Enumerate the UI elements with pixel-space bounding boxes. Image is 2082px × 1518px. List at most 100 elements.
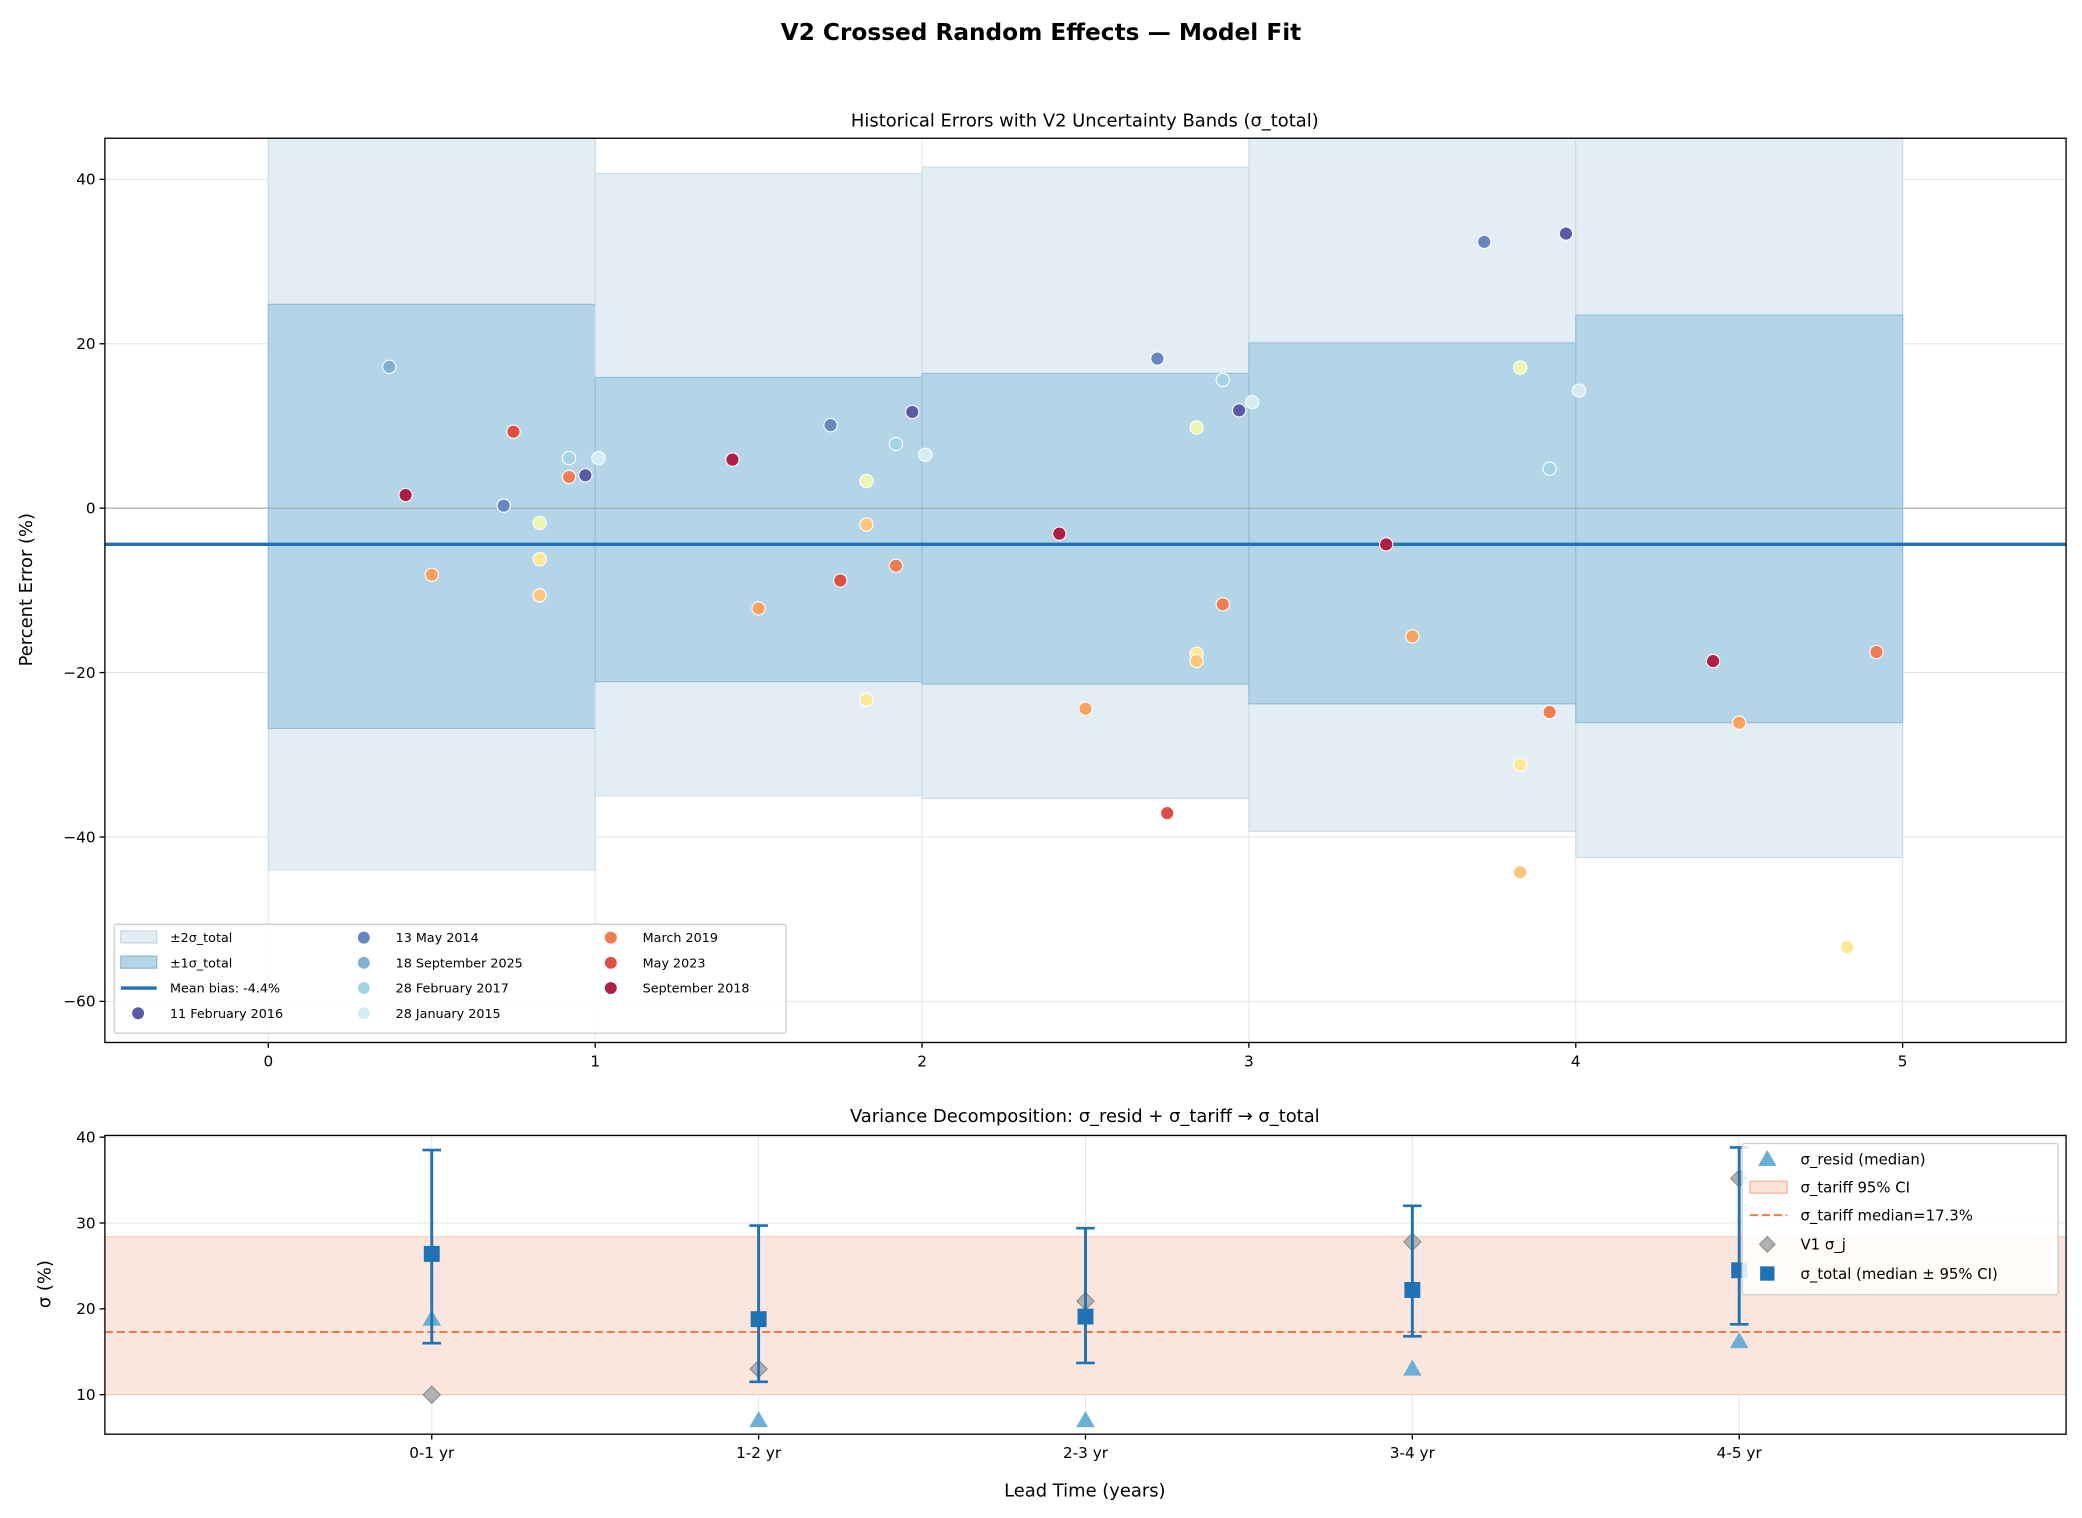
sigma-total-marker [1077,1308,1094,1325]
data-point [1215,372,1230,388]
data-point [918,447,933,462]
x-tick-label: 0-1 yr [409,1444,455,1462]
data-point [833,573,848,588]
data-point [751,601,766,616]
y-tick-label: 20 [76,335,95,353]
bottom-x-axis-label: Lead Time (years) [1004,1481,1165,1502]
data-point [1231,403,1247,418]
data-point [1732,715,1747,730]
x-tick-label: 3-4 yr [1390,1444,1436,1462]
data-point [859,692,874,707]
data-point [1477,234,1492,249]
y-tick-label: 40 [76,1128,95,1146]
top-chart-title: Historical Errors with V2 Uncertainty Ba… [851,110,1319,131]
legend-marker [357,956,370,969]
y-tick-label: −40 [63,828,95,846]
legend-label: 18 September 2025 [396,956,523,971]
one-sigma-band [594,376,923,683]
data-point [888,436,904,452]
y-tick-label: 30 [76,1214,95,1232]
y-tick-label: 10 [76,1386,95,1404]
y-tick-label: −20 [63,664,95,682]
data-point [561,450,577,466]
legend-marker [604,956,617,969]
legend-marker [357,931,370,944]
top-y-axis-label: Percent Error (%) [16,513,37,666]
legend-label: σ_total (median ± 95% CI) [1801,1265,1998,1283]
one-sigma-band [921,372,1250,685]
x-tick-label: 1 [590,1052,600,1070]
legend-marker [1758,1235,1776,1253]
legend-label: 28 January 2015 [396,1007,501,1022]
data-point [823,417,838,433]
data-point [424,567,439,582]
y-tick-label: 40 [76,171,95,189]
legend-marker [357,1007,370,1020]
legend-marker [604,982,617,995]
data-point [532,588,547,603]
data-point [1405,629,1420,644]
top-legend: ±2σ_total ±1σ_total Mean bias: -4.4% 11 Feb… [113,923,787,1034]
bottom-y-axis-label: σ (%) [34,1260,55,1308]
x-tick-label: 0 [263,1052,273,1070]
data-point [1052,526,1067,541]
data-point [578,468,593,483]
data-point [859,517,874,532]
legend-marker [357,982,370,995]
sigma-resid-marker [1076,1411,1095,1428]
data-point [1245,394,1260,410]
bottom-chart: Variance Decomposition: σ_resid + σ_tari… [34,1106,2067,1502]
legend-label: σ_resid (median) [1801,1151,1926,1169]
data-point [398,487,413,503]
legend-marker [132,1007,145,1020]
legend-label: 13 May 2014 [396,931,479,946]
data-point [1513,865,1528,880]
data-point [725,452,740,467]
data-point [1513,360,1528,375]
legend-label: September 2018 [643,982,750,997]
data-point [1513,757,1528,772]
legend-label: ±2σ_total [170,931,232,946]
sigma-total-marker [750,1311,767,1328]
data-point [532,551,547,567]
figure-title: V2 Crossed Random Effects — Model Fit [781,19,1302,46]
data-point [888,558,904,573]
x-tick-label: 2-3 yr [1063,1444,1109,1462]
data-point [1160,805,1175,821]
legend-label: March 2019 [643,931,718,946]
data-point [561,469,577,485]
legend-box [1741,1142,2059,1296]
data-point [1215,597,1230,612]
y-tick-label: 0 [86,499,96,517]
legend-label: σ_tariff median=17.3% [1801,1206,1973,1224]
x-tick-label: 5 [1898,1052,1908,1070]
legend-box [113,923,787,1034]
legend-marker [1758,1150,1777,1166]
data-point [506,424,521,439]
data-point [496,498,511,513]
data-point [1189,653,1204,669]
data-point [1542,704,1557,720]
data-point [1189,420,1204,435]
one-sigma-band [267,303,596,730]
top-axes-frame [104,137,2067,1044]
data-point [382,359,397,374]
sigma-total-marker [423,1245,440,1262]
data-point [1078,701,1093,716]
data-point [532,515,547,531]
data-point [1542,461,1557,476]
bottom-legend: σ_resid (median) σ_tariff 95% CI σ_tariff … [1741,1142,2059,1296]
data-point [905,404,920,420]
legend-marker [1760,1266,1775,1281]
x-tick-label: 4 [1571,1052,1581,1070]
legend-label: 11 February 2016 [170,1007,283,1022]
bottom-axes-frame [104,1134,2067,1435]
data-point [1150,351,1165,366]
sigma-total-marker [1404,1281,1421,1298]
sigma-resid-marker [1403,1359,1422,1376]
data-point [1571,383,1587,398]
x-tick-label: 2 [917,1052,927,1070]
legend-swatch [1749,1180,1788,1194]
legend-label: V1 σ_j [1801,1236,1846,1254]
